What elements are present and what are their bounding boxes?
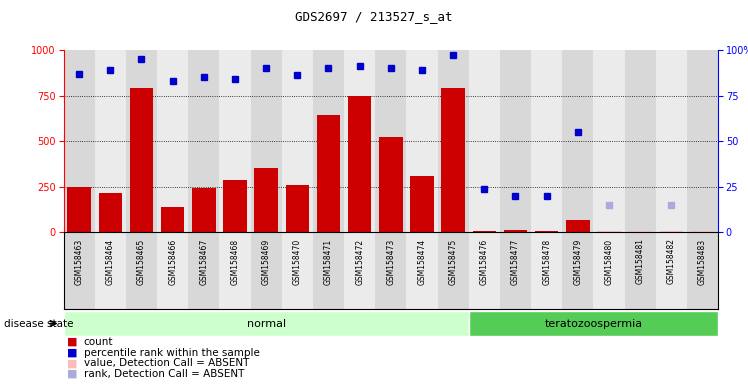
Text: GSM158480: GSM158480 — [604, 238, 613, 285]
Bar — [375, 232, 406, 309]
Text: GSM158479: GSM158479 — [573, 238, 583, 285]
Bar — [500, 50, 531, 232]
Bar — [95, 232, 126, 309]
Bar — [344, 232, 375, 309]
Bar — [562, 50, 593, 232]
Text: ■: ■ — [67, 369, 78, 379]
Text: GSM158473: GSM158473 — [386, 238, 396, 285]
Bar — [317, 115, 340, 232]
Text: percentile rank within the sample: percentile rank within the sample — [84, 348, 260, 358]
Bar — [254, 167, 278, 232]
Bar — [625, 232, 656, 309]
Text: GSM158467: GSM158467 — [199, 238, 209, 285]
Bar — [126, 50, 157, 232]
Text: GSM158470: GSM158470 — [292, 238, 302, 285]
Text: ■: ■ — [67, 348, 78, 358]
Bar — [687, 50, 718, 232]
Bar — [192, 188, 215, 232]
Text: GSM158468: GSM158468 — [230, 238, 239, 285]
Text: GSM158466: GSM158466 — [168, 238, 177, 285]
Text: GDS2697 / 213527_s_at: GDS2697 / 213527_s_at — [295, 10, 453, 23]
Bar — [593, 50, 625, 232]
Bar — [161, 207, 184, 232]
Bar — [566, 220, 589, 232]
Bar — [99, 193, 122, 232]
Bar — [64, 232, 95, 309]
Text: value, Detection Call = ABSENT: value, Detection Call = ABSENT — [84, 358, 249, 368]
Bar — [188, 232, 219, 309]
Bar — [438, 232, 469, 309]
Bar — [441, 88, 465, 232]
Bar — [379, 137, 402, 232]
Bar — [531, 232, 562, 309]
Text: ■: ■ — [67, 337, 78, 347]
Bar — [375, 50, 406, 232]
Bar — [562, 232, 593, 309]
Text: GSM158472: GSM158472 — [355, 238, 364, 285]
Bar — [348, 96, 371, 232]
Bar — [157, 232, 188, 309]
Text: GSM158481: GSM158481 — [636, 238, 645, 285]
Bar — [469, 311, 718, 336]
Bar — [251, 50, 282, 232]
Bar — [64, 50, 95, 232]
Bar — [219, 232, 251, 309]
Text: teratozoospermia: teratozoospermia — [545, 318, 643, 329]
Bar — [411, 176, 434, 232]
Bar — [313, 232, 344, 309]
Bar — [313, 50, 344, 232]
Text: GSM158477: GSM158477 — [511, 238, 520, 285]
Bar — [625, 50, 656, 232]
Text: disease state: disease state — [4, 318, 73, 329]
Bar — [251, 232, 282, 309]
Text: GSM158478: GSM158478 — [542, 238, 551, 285]
Bar — [67, 187, 91, 232]
Bar — [656, 50, 687, 232]
Text: GSM158465: GSM158465 — [137, 238, 146, 285]
Text: GSM158474: GSM158474 — [417, 238, 426, 285]
Bar — [126, 232, 157, 309]
Bar — [469, 232, 500, 309]
Text: GSM158483: GSM158483 — [698, 238, 707, 285]
Bar — [500, 232, 531, 309]
Bar — [406, 232, 438, 309]
Text: count: count — [84, 337, 113, 347]
Bar — [344, 50, 375, 232]
Text: GSM158463: GSM158463 — [75, 238, 84, 285]
Text: GSM158482: GSM158482 — [666, 238, 676, 285]
Bar — [593, 232, 625, 309]
Bar — [286, 185, 309, 232]
Text: GSM158476: GSM158476 — [479, 238, 489, 285]
Bar — [531, 50, 562, 232]
Bar — [406, 50, 438, 232]
Bar — [64, 311, 469, 336]
Bar — [95, 50, 126, 232]
Text: GSM158464: GSM158464 — [105, 238, 115, 285]
Bar — [687, 232, 718, 309]
Bar — [469, 50, 500, 232]
Bar — [656, 232, 687, 309]
Bar — [282, 232, 313, 309]
Text: GSM158469: GSM158469 — [262, 238, 271, 285]
Bar — [130, 88, 153, 232]
Bar — [438, 50, 469, 232]
Bar — [157, 50, 188, 232]
Text: GSM158471: GSM158471 — [324, 238, 333, 285]
Text: rank, Detection Call = ABSENT: rank, Detection Call = ABSENT — [84, 369, 244, 379]
Bar — [224, 180, 247, 232]
Text: ■: ■ — [67, 358, 78, 368]
Bar — [219, 50, 251, 232]
Bar — [282, 50, 313, 232]
Text: GSM158475: GSM158475 — [449, 238, 458, 285]
Text: normal: normal — [247, 318, 286, 329]
Bar — [188, 50, 219, 232]
Bar — [504, 230, 527, 232]
